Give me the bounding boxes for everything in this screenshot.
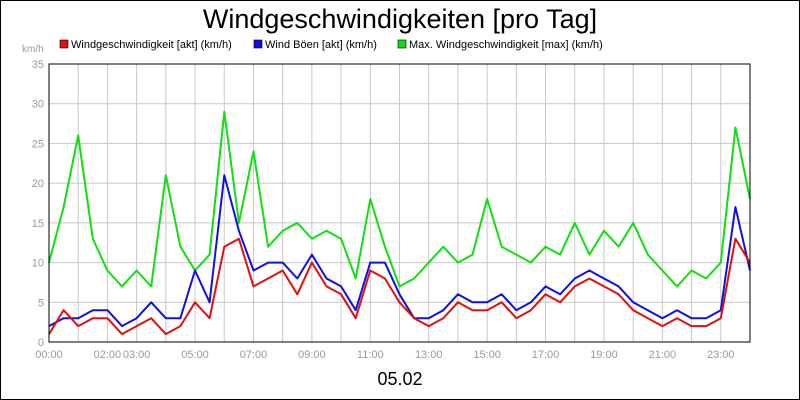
legend-label: Wind Böen [akt] (km/h) <box>265 39 377 51</box>
y-axis-unit: km/h <box>22 44 44 55</box>
x-tick-label: 09:00 <box>298 349 326 361</box>
y-tick-label: 20 <box>32 178 44 190</box>
series-line-1 <box>48 174 751 328</box>
x-tick-label: 00:00 <box>35 349 63 361</box>
series-line-0 <box>48 237 751 336</box>
legend-swatch <box>253 39 263 49</box>
y-tick-label: 0 <box>38 337 44 349</box>
plot-border <box>48 63 751 343</box>
y-tick-label: 5 <box>38 297 44 309</box>
x-tick-label: 19:00 <box>590 349 618 361</box>
y-tick-label: 25 <box>32 138 44 150</box>
date-label: 05.02 <box>377 369 422 389</box>
series-line-2 <box>48 110 751 288</box>
x-tick-label: 15:00 <box>473 349 501 361</box>
legend-swatch <box>397 39 407 49</box>
y-tick-label: 35 <box>32 59 44 71</box>
x-tick-label: 05:00 <box>181 349 209 361</box>
y-ticks: 0 5 10 15 20 25 30 35 <box>32 59 44 349</box>
y-tick-label: 10 <box>32 258 44 270</box>
x-ticks: 00:00 02:00 03:00 05:00 07:00 09:00 11:00 13:00… <box>35 349 734 361</box>
grid <box>48 63 751 343</box>
legend-label: Windgeschwindigkeit [akt] (km/h) <box>71 39 232 51</box>
x-tick-label: 11:00 <box>357 349 384 361</box>
x-tick-label: 17:00 <box>532 349 560 361</box>
y-tick-label: 30 <box>32 99 44 111</box>
y-tick-label: 15 <box>32 218 44 230</box>
x-tick-label: 07:00 <box>240 349 268 361</box>
chart-title: Windgeschwindigkeiten [pro Tag] <box>203 4 597 34</box>
legend: Windgeschwindigkeit [akt] (km/h) Wind Böe… <box>59 39 603 51</box>
legend-label: Max. Windgeschwindigkeit [max] (km/h) <box>409 39 603 51</box>
x-tick-label: 13:00 <box>415 349 443 361</box>
x-tick-label: 03:00 <box>123 349 151 361</box>
series-lines <box>48 110 751 336</box>
x-tick-label: 23:00 <box>707 349 735 361</box>
legend-swatch <box>59 39 69 49</box>
x-tick-label: 02:00 <box>94 349 122 361</box>
x-tick-label: 21:00 <box>649 349 677 361</box>
